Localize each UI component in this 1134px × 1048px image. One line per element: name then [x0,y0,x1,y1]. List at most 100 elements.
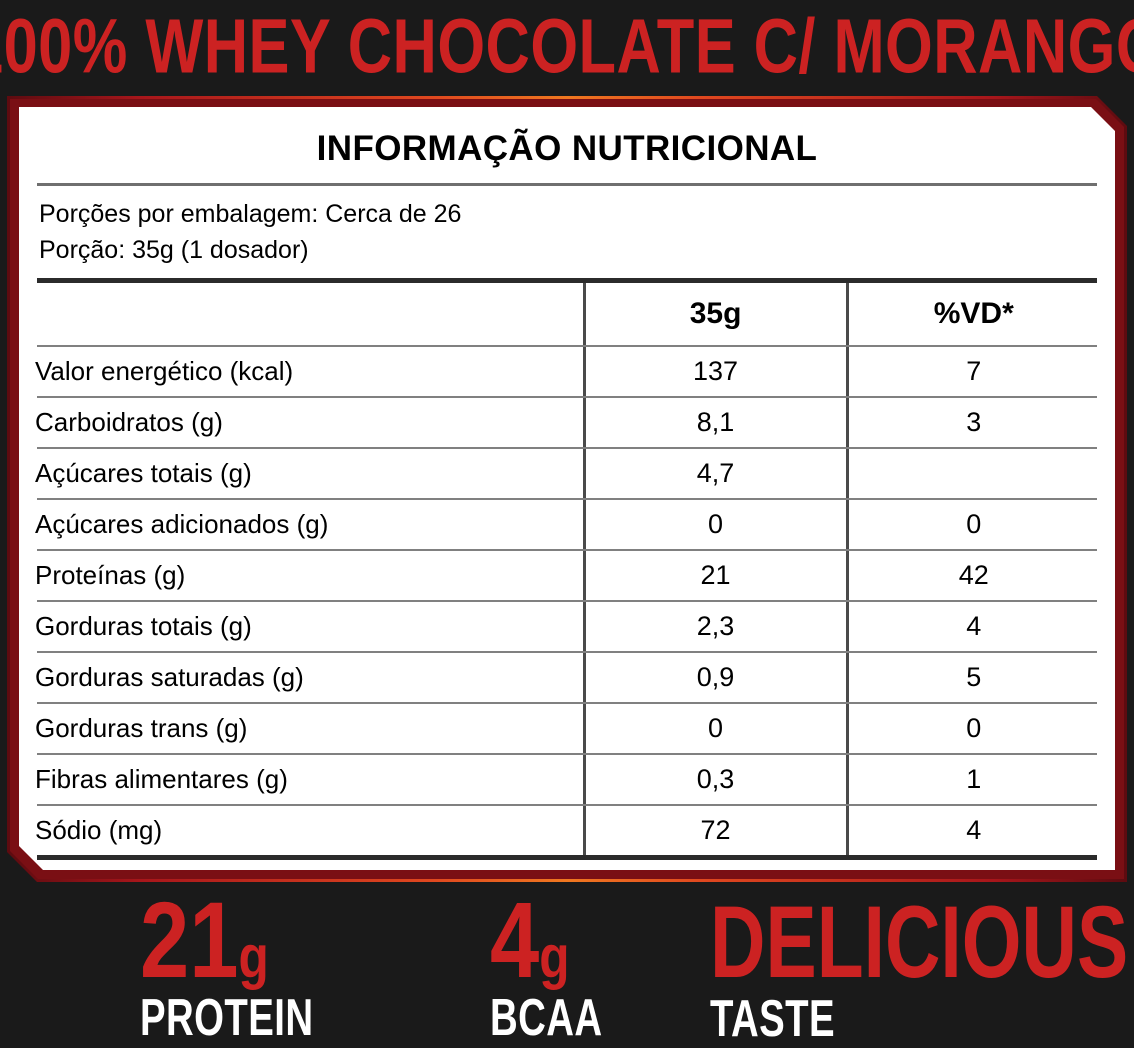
nutrient-amount: 0 [584,704,847,753]
panel-accent-border: INFORMAÇÃO NUTRICIONAL Porções por embal… [7,96,1127,882]
nutrition-table-body: Valor energético (kcal) 137 7 Carboidratos … [35,345,1099,855]
table-row-divider [35,549,1099,551]
table-row-divider-line [35,702,1099,704]
table-row-divider-line [35,651,1099,653]
nutrient-name: Açúcares totais (g) [35,458,252,488]
table-row-divider-line [35,804,1099,806]
divider-line [37,702,1097,704]
table-row: Açúcares totais (g) 4,7 [35,449,1099,498]
nutrient-daily-value [847,449,1099,498]
table-row-divider-line [35,498,1099,500]
table-row: Gorduras totais (g) 2,3 4 [35,602,1099,651]
highlight-badges: 21g PROTEIN 4g BCAA DELICIOUS TASTE [0,885,1134,1046]
table-row-divider [35,345,1099,347]
product-title-banner: 100% WHEY CHOCOLATE C/ MORANGO [0,0,1134,92]
nutrient-daily-value: 0 [847,500,1099,549]
column-header-daily-value: %VD* [847,283,1099,345]
nutrient-amount: 0 [584,500,847,549]
nutrient-daily-value: 4 [847,806,1099,855]
table-row: Açúcares adicionados (g) 0 0 [35,500,1099,549]
table-row-divider [35,396,1099,398]
table-row: Gorduras trans (g) 0 0 [35,704,1099,753]
table-row: Carboidratos (g) 8,1 3 [35,398,1099,447]
nutrient-daily-value: 4 [847,602,1099,651]
nutrient-amount: 2,3 [584,602,847,651]
panel-content: INFORMAÇÃO NUTRICIONAL Porções por embal… [19,107,1115,870]
nutrient-name: Fibras alimentares (g) [35,764,288,794]
column-header-nutrient [35,283,584,345]
nutrient-name: Proteínas (g) [35,560,186,590]
page-title: 100% WHEY CHOCOLATE C/ MORANGO [0,3,1134,89]
badge-bcaa-number: 4 [490,879,540,1000]
table-row-divider [35,600,1099,602]
badge-protein-unit: g [238,922,269,990]
nutrient-daily-value: 0 [847,704,1099,753]
divider-below-table [37,855,1097,860]
serving-info: Porções por embalagem: Cerca de 26 Porçã… [35,186,1099,278]
nutrient-name: Carboidratos (g) [35,407,223,437]
nutrient-amount: 8,1 [584,398,847,447]
table-row-divider [35,498,1099,500]
badge-taste-label: TASTE [710,990,836,1048]
divider-line [37,498,1097,500]
nutrient-amount: 4,7 [584,449,847,498]
table-row: Valor energético (kcal) 137 7 [35,347,1099,396]
table-row-divider [35,702,1099,704]
nutrient-amount: 0,3 [584,755,847,804]
divider-line [37,651,1097,653]
divider-line [37,549,1097,551]
table-header-row: 35g %VD* [35,283,1099,345]
nutrient-daily-value: 3 [847,398,1099,447]
table-row-divider [35,753,1099,755]
table-row-divider-line [35,600,1099,602]
badge-protein-number: 21 [140,879,239,1000]
badge-taste: DELICIOUS TASTE [710,885,1134,1045]
table-row: Sódio (mg) 72 4 [35,806,1099,855]
badge-taste-word: DELICIOUS [710,885,1129,1000]
nutrient-amount: 137 [584,347,847,396]
table-row-divider [35,804,1099,806]
nutrition-table: 35g %VD* Valor energético (kcal) 137 7 Carb… [35,283,1099,855]
divider-line [37,396,1097,398]
badge-bcaa-unit: g [539,922,570,990]
table-row: Gorduras saturadas (g) 0,9 5 [35,653,1099,702]
column-header-amount: 35g [584,283,847,345]
divider-above-table [37,278,1097,283]
nutrient-name: Sódio (mg) [35,815,163,845]
nutrient-daily-value: 7 [847,347,1099,396]
table-row-divider [35,651,1099,653]
table-row-divider-line [35,447,1099,449]
panel-red-border: INFORMAÇÃO NUTRICIONAL Porções por embal… [10,99,1124,879]
nutrient-name: Valor energético (kcal) [35,356,294,386]
table-row-divider-line [35,549,1099,551]
divider-line [37,447,1097,449]
badge-protein-label: PROTEIN [140,990,314,1048]
nutrient-name: Gorduras saturadas (g) [35,662,304,692]
serving-size: Porção: 35g (1 dosador) [39,235,309,264]
nutrient-daily-value: 42 [847,551,1099,600]
badge-protein-value: 21g [140,886,318,994]
nutrition-facts-panel: INFORMAÇÃO NUTRICIONAL Porções por embal… [7,96,1127,882]
table-row: Proteínas (g) 21 42 [35,551,1099,600]
nutrient-name: Gorduras totais (g) [35,611,252,641]
nutrition-heading: INFORMAÇÃO NUTRICIONAL [316,129,818,168]
nutrient-daily-value: 1 [847,755,1099,804]
divider-line [37,600,1097,602]
nutrient-name: Açúcares adicionados (g) [35,509,329,539]
table-row-divider-line [35,753,1099,755]
badge-protein: 21g PROTEIN [140,886,357,1045]
nutrient-amount: 0,9 [584,653,847,702]
nutrient-amount: 72 [584,806,847,855]
servings-per-container: Porções por embalagem: Cerca de 26 [39,200,462,228]
badge-bcaa-value: 4g [490,886,605,994]
table-row-divider-line [35,345,1099,347]
nutrient-name: Gorduras trans (g) [35,713,248,743]
nutrient-daily-value: 5 [847,653,1099,702]
divider-line [37,753,1097,755]
divider-under-heading [37,183,1097,186]
table-row-divider-line [35,396,1099,398]
nutrient-amount: 21 [584,551,847,600]
divider-line [37,345,1097,347]
table-row-divider [35,447,1099,449]
divider-line [37,804,1097,806]
